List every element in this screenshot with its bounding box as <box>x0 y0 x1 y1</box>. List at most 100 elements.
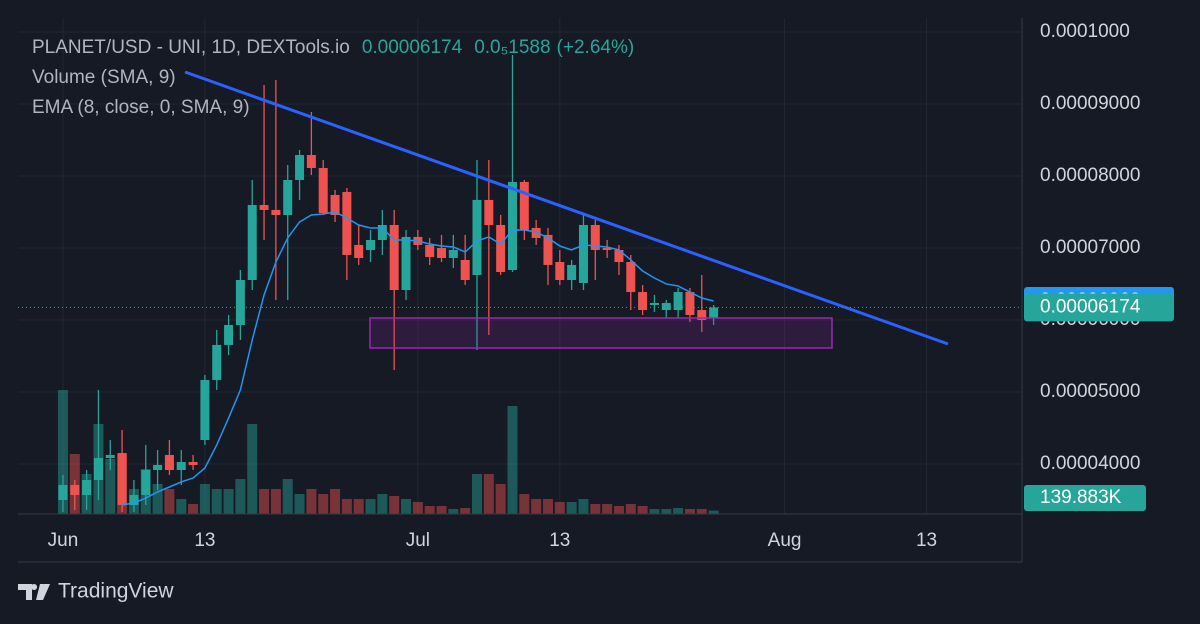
x-tick-label: 13 <box>549 530 570 551</box>
volume-bar <box>637 505 648 514</box>
y-tick-label: 0.00005000 <box>1040 381 1140 402</box>
candle-body <box>578 224 588 283</box>
volume-bar <box>696 508 707 514</box>
last-price-box <box>1024 293 1174 322</box>
candle-body <box>58 484 68 500</box>
grid <box>18 18 1022 514</box>
candle-body <box>306 155 316 168</box>
brand-logo: TradingView <box>18 580 174 603</box>
candle-body <box>342 191 352 255</box>
y-tick-label: 0.00008000 <box>1040 165 1140 186</box>
volume-bar <box>613 505 624 514</box>
x-tick-label: Jul <box>406 530 430 551</box>
candle-body <box>685 292 695 315</box>
x-tick-label: Jun <box>48 530 79 551</box>
candle-body <box>638 292 648 311</box>
volume-bar <box>661 508 672 514</box>
candle-body <box>626 262 636 293</box>
volume-bar <box>566 501 577 514</box>
y-tick-label: 0.0001000 <box>1040 21 1130 42</box>
candle-body <box>176 462 186 471</box>
volume-bar <box>531 498 542 514</box>
legend-ema: EMA (8, close, 0, SMA, 9) <box>32 97 250 118</box>
candle-body <box>164 454 174 471</box>
volume-bar <box>294 494 305 514</box>
candle-body <box>153 464 163 471</box>
volume-bar <box>542 498 553 514</box>
volume-bar <box>377 494 388 514</box>
candle-body <box>567 264 577 281</box>
legend-volume: Volume (SMA, 9) <box>32 67 176 88</box>
legend-title: PLANET/USD - UNI, 1D, DEXTools.io 0.00006… <box>32 37 634 58</box>
volume-bar <box>401 498 412 514</box>
x-tick-label: Aug <box>768 530 802 551</box>
candle-body <box>472 199 482 275</box>
candle-body <box>295 155 305 180</box>
support-zone <box>369 317 833 349</box>
candle-body <box>377 224 387 240</box>
volume-bar <box>602 504 613 514</box>
volume-bar <box>708 510 719 514</box>
volume-bar <box>188 504 199 514</box>
volume-bar <box>330 489 341 514</box>
candle-body <box>602 247 612 250</box>
candle-body <box>224 325 234 345</box>
x-tick-label: 13 <box>916 530 937 551</box>
candle-body <box>555 262 565 281</box>
volume-bar <box>448 508 459 514</box>
volume-bar <box>625 504 636 514</box>
volume-bar <box>471 473 482 514</box>
volume-bar <box>590 504 601 514</box>
candle-body <box>271 209 281 215</box>
candle-body <box>614 249 624 263</box>
overlay <box>18 211 1022 506</box>
candle-body <box>259 204 269 210</box>
candle-body <box>543 234 553 265</box>
candle-body <box>389 224 399 291</box>
volume-bar <box>424 505 435 514</box>
volume-bar <box>578 498 589 514</box>
volume-bar <box>105 458 116 514</box>
candle-body <box>129 494 139 506</box>
volume-bar <box>353 498 364 514</box>
candle-body <box>318 167 328 213</box>
volume-last-box <box>1024 485 1146 511</box>
candle-body <box>105 454 115 458</box>
volume-bar <box>554 501 565 514</box>
ema-line <box>121 211 714 506</box>
volume-bar <box>341 498 352 514</box>
legend-last: 0.00006174 <box>362 37 463 58</box>
trend-line <box>184 70 949 346</box>
volume-bar <box>436 505 447 514</box>
volume-bar <box>495 483 506 514</box>
volume-bar <box>270 489 281 514</box>
candle-body <box>507 181 517 270</box>
y-tick-label: 0.00007000 <box>1040 237 1140 258</box>
last-price-label: 0.00006174 <box>1040 296 1141 317</box>
volume-bar <box>247 424 258 514</box>
volume-bar <box>152 483 163 514</box>
volume-bar <box>199 483 210 514</box>
candle-body <box>188 462 198 465</box>
candle-body <box>70 484 80 495</box>
candle-body <box>235 280 245 326</box>
candle-body <box>82 480 92 495</box>
volume-bar <box>483 473 494 514</box>
volume-bar <box>164 489 175 514</box>
y-tick-label: 0.00009000 <box>1040 93 1140 114</box>
volume-bar <box>259 489 270 514</box>
candle-body <box>496 224 506 273</box>
candle-body <box>460 259 470 281</box>
candle-body <box>531 227 541 238</box>
volume-bar <box>211 489 222 514</box>
candle-body <box>437 247 447 258</box>
candle-body <box>661 302 671 311</box>
volume-bar <box>519 494 530 514</box>
candle-body <box>709 307 719 319</box>
candle-body <box>425 244 435 257</box>
volume-bar <box>235 479 246 514</box>
volume-bar <box>57 390 68 514</box>
candle-body <box>283 179 293 215</box>
volume-bar <box>282 479 293 514</box>
